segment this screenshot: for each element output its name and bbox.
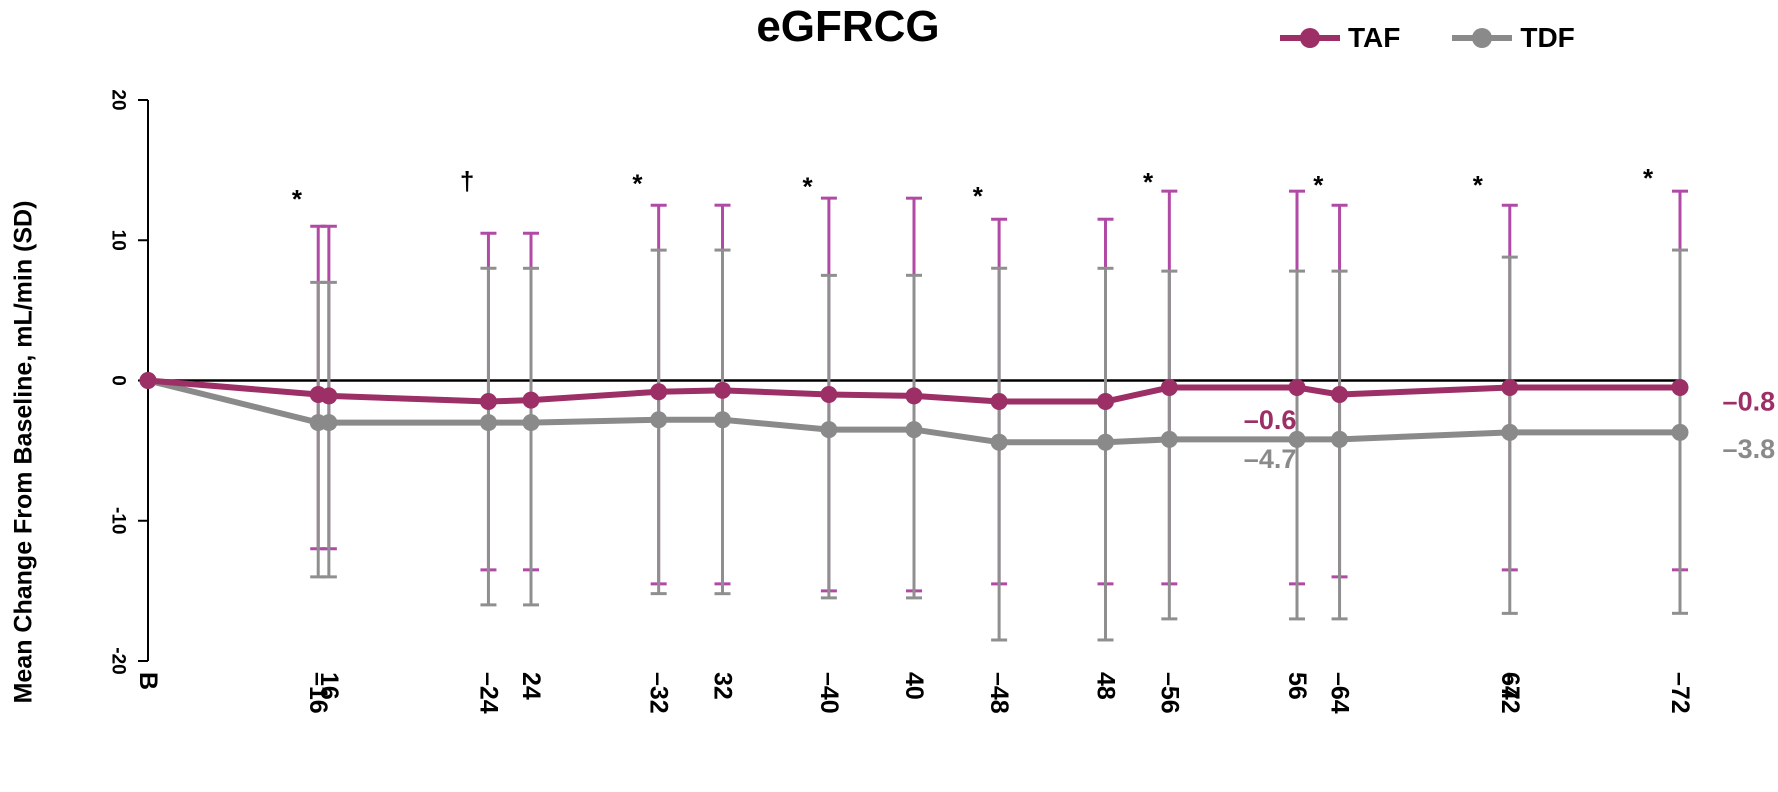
- x-tick-label: –40: [815, 672, 843, 714]
- y-tick-label: 0: [108, 375, 129, 386]
- value-label-tdf: –3.8: [1723, 434, 1776, 464]
- data-point-tdf: [1097, 433, 1114, 451]
- significance-marker: *: [1473, 170, 1484, 200]
- x-tick-label: –72: [1666, 672, 1694, 714]
- data-point-taf: [1097, 393, 1114, 411]
- value-label-taf: –0.8: [1723, 387, 1776, 417]
- y-tick-label: 10: [108, 230, 129, 251]
- data-point-tdf: [1288, 430, 1306, 448]
- x-tick-label: 24: [517, 672, 545, 700]
- data-point-taf: [1671, 379, 1689, 397]
- legend-swatch-tdf: [1452, 23, 1513, 53]
- legend-label-tdf: TDF: [1520, 22, 1575, 53]
- data-point-taf: [1501, 379, 1519, 397]
- x-tick-label: 64: [1496, 672, 1524, 700]
- y-axis-label: Mean Change From Baseline, mL/min (SD): [9, 200, 38, 704]
- data-point-tdf: [1501, 423, 1519, 441]
- data-point-taf: [990, 393, 1008, 411]
- x-tick-label: 32: [709, 672, 737, 700]
- significance-marker: *: [1143, 167, 1154, 197]
- x-tick-label: –64: [1326, 672, 1354, 714]
- data-point-tdf: [1160, 430, 1178, 448]
- legend: TAF TDF: [1280, 22, 1575, 54]
- data-point-taf: [479, 393, 497, 411]
- data-point-tdf: [820, 421, 838, 439]
- data-point-tdf: [990, 433, 1008, 451]
- series-points: [139, 372, 1689, 451]
- significance-marker: *: [1313, 170, 1324, 200]
- data-point-tdf: [1671, 423, 1689, 441]
- value-label-taf: –0.6: [1244, 405, 1297, 435]
- x-tick-label: 48: [1092, 672, 1120, 700]
- significance-marker: †: [460, 166, 474, 196]
- significance-marker: *: [803, 171, 814, 201]
- legend-marker-taf: [1300, 28, 1320, 48]
- x-tick-label: 56: [1283, 672, 1311, 700]
- x-tick-label: –72: [1496, 672, 1524, 714]
- significance-marker: *: [292, 184, 303, 214]
- data-point-tdf: [1331, 430, 1349, 448]
- data-point-taf: [320, 387, 338, 405]
- legend-item-tdf: TDF: [1452, 22, 1575, 54]
- significance-marker: *: [632, 169, 643, 199]
- legend-label-taf: TAF: [1348, 22, 1401, 53]
- y-tick-label: -10: [108, 507, 129, 534]
- data-point-tdf: [905, 421, 923, 439]
- y-tick-label: 20: [108, 89, 129, 110]
- value-label-tdf: –4.7: [1244, 444, 1297, 474]
- data-point-taf: [139, 372, 157, 389]
- data-point-taf: [714, 381, 731, 399]
- x-tick-label: –32: [645, 672, 673, 714]
- chart-labels: * † * * * * * * * –0.6 –4.7 –0.8 –3.8: [292, 163, 1775, 474]
- legend-item-taf: TAF: [1280, 22, 1400, 54]
- series-line-tdf: [145, 377, 1683, 446]
- data-point-tdf: [522, 414, 540, 432]
- series-line-taf: [145, 377, 1683, 405]
- data-point-tdf: [650, 411, 668, 429]
- x-tick-label: –56: [1155, 672, 1183, 714]
- data-point-taf: [650, 383, 668, 401]
- x-tick-label: –48: [985, 672, 1013, 714]
- data-point-taf: [1331, 386, 1349, 404]
- x-tick-label: 40: [900, 672, 928, 700]
- data-point-taf: [820, 386, 838, 404]
- data-point-taf: [1160, 379, 1178, 397]
- x-tick-label: –24: [474, 672, 502, 714]
- significance-marker: *: [973, 181, 984, 211]
- x-tick-label: –16: [304, 672, 332, 714]
- x-tick-label: B: [134, 672, 162, 690]
- significance-marker: *: [1643, 163, 1654, 193]
- y-tick-label: -20: [108, 647, 129, 674]
- data-point-tdf: [714, 411, 731, 429]
- data-point-taf: [905, 387, 923, 405]
- legend-swatch-taf: [1280, 23, 1340, 53]
- error-bars: [310, 189, 1688, 642]
- series-lines: [145, 377, 1683, 446]
- legend-marker-tdf: [1472, 28, 1493, 48]
- data-point-taf: [522, 391, 540, 409]
- chart-title: eGFRCG: [756, 2, 940, 51]
- x-tick-label: 16: [315, 672, 343, 700]
- data-point-taf: [1288, 379, 1306, 397]
- data-point-tdf: [479, 414, 497, 432]
- data-point-tdf: [320, 414, 338, 432]
